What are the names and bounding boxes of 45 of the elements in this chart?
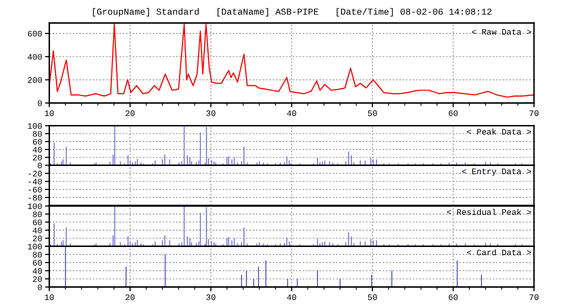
x-tick-label: 50 (368, 294, 377, 300)
y-tick-label: -40 (28, 178, 42, 184)
y-tick-label: 400 (28, 54, 42, 60)
y-tick-label: 40 (32, 228, 42, 234)
annotation: < Entry Data > (462, 168, 532, 176)
x-tick-label: 10 (44, 294, 54, 300)
annotation: < Residual Peak > (447, 208, 532, 215)
x-tick-label: 30 (206, 294, 216, 300)
y-tick-label: -20 (28, 170, 42, 176)
chart-title: [GroupName] Standard [DataName] ASB-PIPE [Date/Time] 08-02-06 14:08:12 (92, 8, 492, 17)
x-tick-label: 40 (287, 110, 296, 116)
y-tick-label: 80 (32, 131, 42, 137)
y-tick-label: 40 (32, 146, 42, 153)
x-tick-label: 60 (448, 294, 458, 300)
annotation: < Peak Data > (467, 128, 532, 135)
y-tick-label: 0 (38, 162, 42, 168)
annotation: < Card Data > (467, 249, 532, 256)
y-tick-label: 60 (32, 220, 42, 226)
y-tick-label: 60 (32, 138, 42, 145)
x-tick-label: 50 (368, 110, 377, 116)
x-tick-label: 70 (530, 110, 538, 116)
x-tick-label: 60 (448, 110, 458, 116)
y-tick-label: 100 (28, 123, 42, 129)
x-tick-label: 40 (287, 294, 296, 300)
y-tick-label: -60 (28, 186, 42, 193)
y-tick-label: 20 (32, 236, 42, 242)
y-tick-label: 20 (32, 154, 42, 160)
annotation: < Raw Data > (472, 29, 532, 35)
y-tick-label: 200 (28, 77, 42, 83)
x-tick-label: 20 (126, 110, 135, 116)
y-tick-label: 60 (32, 260, 42, 266)
y-tick-label: 80 (32, 252, 42, 258)
y-tick-label: 40 (32, 268, 42, 274)
x-tick-label: 10 (44, 110, 54, 116)
y-tick-label: 0 (38, 284, 42, 290)
x-tick-label: 70 (530, 294, 538, 300)
y-tick-label: 100 (28, 203, 42, 210)
y-tick-label: 100 (28, 244, 42, 250)
x-tick-label: 30 (206, 110, 216, 116)
y-tick-label: -80 (28, 194, 42, 201)
x-tick-label: 20 (126, 294, 135, 300)
y-tick-label: 20 (32, 276, 42, 282)
y-tick-label: 80 (32, 212, 42, 218)
y-tick-label: 0 (38, 100, 42, 106)
y-tick-label: 600 (28, 30, 42, 37)
